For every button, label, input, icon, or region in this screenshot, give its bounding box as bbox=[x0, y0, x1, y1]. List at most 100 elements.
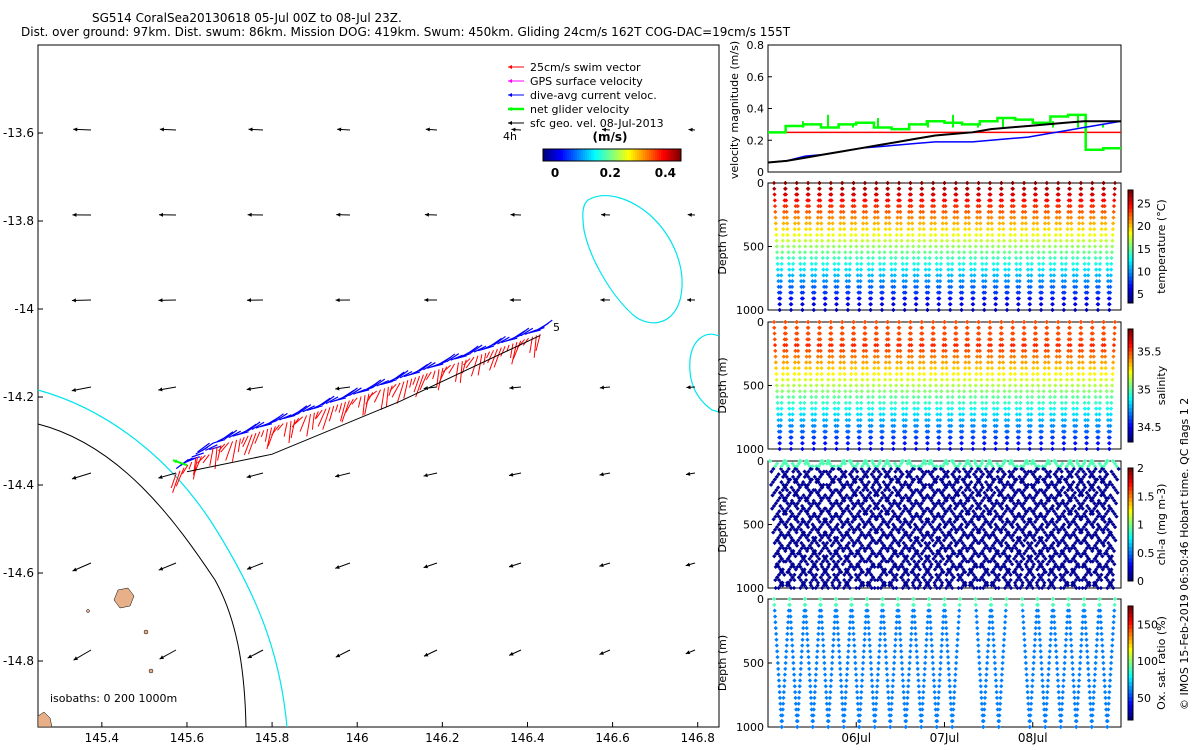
temperature-section-point bbox=[805, 180, 811, 186]
colorbar-swatch bbox=[639, 149, 642, 161]
colorbar-swatch bbox=[557, 149, 560, 161]
swim-vector bbox=[264, 428, 269, 442]
temperature-section-point bbox=[900, 255, 905, 261]
swim-vector bbox=[188, 461, 193, 470]
salinity-section-colorbar-swatch bbox=[1128, 366, 1133, 371]
temperature-section-point bbox=[897, 198, 902, 203]
temperature-section-point bbox=[943, 198, 948, 203]
salinity-section-colorbar-tick-label: 35.5 bbox=[1137, 346, 1162, 359]
temperature-section-point bbox=[1035, 221, 1040, 226]
temperature-section-point bbox=[928, 244, 933, 249]
temperature-section-point bbox=[889, 279, 895, 284]
temperature-section-point bbox=[950, 250, 955, 255]
colorbar-swatch bbox=[561, 149, 564, 161]
geo-velocity-arrow-head bbox=[159, 127, 164, 132]
temperature-section-point bbox=[809, 267, 815, 272]
temperature-section-point bbox=[785, 232, 790, 238]
temperature-section-point bbox=[882, 250, 887, 255]
temperature-section-point bbox=[848, 244, 853, 249]
temperature-section-point bbox=[984, 250, 989, 255]
y-tick-label: -14.4 bbox=[3, 478, 34, 492]
temperature-section-point bbox=[795, 192, 800, 197]
temperature-section-point bbox=[913, 296, 918, 301]
swim-vector bbox=[380, 388, 385, 410]
temperature-section-point bbox=[898, 215, 903, 220]
temperature-section-point bbox=[932, 209, 937, 214]
swim-vector bbox=[241, 436, 245, 444]
temperature-section-point bbox=[832, 273, 838, 278]
temperature-section-point bbox=[802, 250, 808, 255]
swim-vector bbox=[396, 381, 405, 404]
temperature-section-point bbox=[920, 203, 925, 209]
swim-vector bbox=[341, 400, 350, 423]
velocity-y-tick-label: 0.4 bbox=[747, 103, 765, 116]
temperature-section-point bbox=[977, 209, 983, 214]
temperature-section-point bbox=[946, 279, 952, 284]
temperature-section-point bbox=[881, 273, 886, 278]
swim-vector bbox=[254, 431, 261, 444]
temperature-section-point bbox=[822, 302, 828, 307]
temperature-section-point bbox=[852, 198, 857, 203]
temperature-section-point bbox=[797, 250, 802, 255]
temperature-section-point bbox=[866, 267, 871, 272]
legend-label: GPS surface velocity bbox=[530, 75, 643, 88]
temperature-section-point bbox=[1031, 227, 1036, 232]
net-velocity-arrow-head bbox=[172, 459, 178, 464]
temperature-section-point bbox=[992, 279, 997, 284]
temperature-section-point bbox=[968, 261, 973, 266]
temperature-section-point bbox=[807, 203, 812, 209]
temperature-section-point bbox=[959, 307, 964, 313]
temperature-section-point bbox=[831, 244, 836, 249]
temperature-section-point bbox=[814, 250, 819, 255]
current-vector bbox=[317, 397, 331, 407]
temperature-section-point bbox=[961, 267, 966, 272]
temperature-section-point bbox=[826, 238, 831, 243]
colorbar-swatch bbox=[601, 149, 604, 161]
temperature-section-point bbox=[899, 238, 904, 243]
temperature-section-point bbox=[1002, 244, 1007, 249]
geo-velocity-arrow-head bbox=[247, 654, 253, 659]
temperature-section-point bbox=[986, 215, 991, 220]
swim-vector bbox=[197, 455, 206, 464]
swim-vector bbox=[267, 426, 276, 447]
temperature-section-point bbox=[949, 279, 954, 284]
swim-vector bbox=[266, 427, 273, 450]
temperature-section-point bbox=[1018, 267, 1023, 272]
temperature-section-point bbox=[797, 238, 802, 243]
temperature-section-colorbar-swatch bbox=[1128, 201, 1133, 206]
swim-vector bbox=[412, 377, 417, 385]
salinity-section-colorbar-swatch bbox=[1128, 340, 1133, 345]
temperature-section-point bbox=[1013, 250, 1018, 255]
temperature-section-point bbox=[776, 290, 782, 295]
current-vector bbox=[407, 371, 420, 376]
temperature-section-point bbox=[889, 267, 894, 272]
temperature-section-colorbar-swatch bbox=[1128, 287, 1133, 293]
x-tick-label: 146.4 bbox=[510, 731, 544, 745]
temperature-section-colorbar-tick-label: 20 bbox=[1137, 220, 1151, 233]
temperature-section-point bbox=[931, 198, 937, 203]
isobath-1000m bbox=[37, 423, 247, 728]
temperature-section-point bbox=[783, 192, 789, 197]
current-vector bbox=[275, 412, 288, 422]
temperature-section-point bbox=[847, 279, 852, 284]
legend-arrow-head bbox=[508, 65, 512, 69]
temperature-section-point bbox=[1006, 261, 1012, 266]
colorbar-swatch bbox=[571, 149, 574, 161]
temperature-section-point bbox=[967, 232, 972, 238]
salinity-section-colorbar-swatch bbox=[1128, 377, 1133, 383]
temperature-section-point bbox=[791, 250, 796, 255]
temperature-section-point bbox=[991, 267, 996, 272]
temperature-section-point bbox=[1012, 215, 1017, 220]
temperature-section-point bbox=[999, 192, 1004, 197]
island-shape bbox=[148, 668, 154, 674]
temperature-section-point bbox=[842, 227, 847, 232]
swim-vector bbox=[493, 347, 502, 368]
temperature-section-point bbox=[792, 227, 797, 232]
geo-velocity-arrow-head bbox=[247, 212, 252, 217]
temperature-section-point bbox=[802, 255, 807, 261]
temperature-section-point bbox=[980, 279, 986, 284]
temperature-section-point bbox=[874, 198, 880, 203]
geo-velocity-arrow-head bbox=[509, 385, 514, 390]
swim-vector bbox=[193, 459, 197, 476]
temperature-section-point bbox=[980, 261, 985, 266]
